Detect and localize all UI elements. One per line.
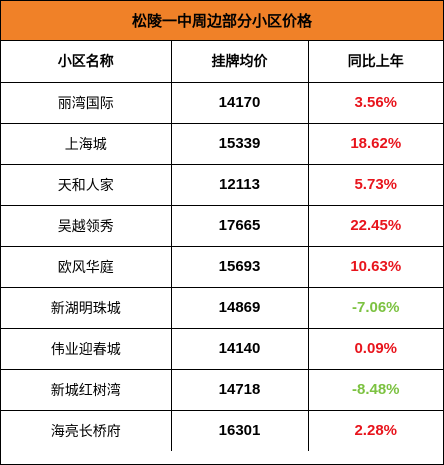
header-row: 小区名称 挂牌均价 同比上年: [1, 41, 443, 83]
table-row: 天和人家 12113 5.73%: [1, 164, 443, 206]
yoy-change-cell: 18.62%: [308, 123, 443, 165]
table-row: 吴越领秀 17665 22.45%: [1, 205, 443, 247]
yoy-change-cell: -7.06%: [308, 287, 443, 329]
listing-price-cell: 17665: [171, 205, 309, 247]
community-name-cell: 欧风华庭: [1, 246, 172, 288]
table-row: 欧风华庭 15693 10.63%: [1, 246, 443, 288]
community-name-cell: 天和人家: [1, 164, 172, 206]
listing-price-cell: 16301: [171, 410, 309, 451]
listing-price-cell: 14140: [171, 328, 309, 370]
table-row: 海亮长桥府 16301 2.28%: [1, 410, 443, 451]
header-year-over-year: 同比上年: [308, 41, 443, 83]
community-name-cell: 上海城: [1, 123, 172, 165]
community-name-cell: 新湖明珠城: [1, 287, 172, 329]
table-row: 新城红树湾 14718 -8.48%: [1, 369, 443, 411]
table-row: 丽湾国际 14170 3.56%: [1, 82, 443, 124]
header-listing-price: 挂牌均价: [171, 41, 309, 83]
yoy-change-cell: 3.56%: [308, 82, 443, 124]
community-name-cell: 吴越领秀: [1, 205, 172, 247]
community-name-cell: 海亮长桥府: [1, 410, 172, 451]
listing-price-cell: 15339: [171, 123, 309, 165]
yoy-change-cell: -8.48%: [308, 369, 443, 411]
table-row: 新湖明珠城 14869 -7.06%: [1, 287, 443, 329]
listing-price-cell: 15693: [171, 246, 309, 288]
yoy-change-cell: 2.28%: [354, 422, 398, 440]
listing-price-cell: 12113: [171, 164, 309, 206]
table-title: 松陵一中周边部分小区价格: [1, 1, 443, 41]
yoy-change-cell: 5.73%: [308, 164, 443, 206]
listing-price-cell: 14170: [171, 82, 309, 124]
price-table: 小区名称 挂牌均价 同比上年 丽湾国际 14170 3.56% 上海城 15339 18.…: [1, 41, 443, 451]
header-community-name: 小区名称: [1, 41, 172, 83]
community-name-cell: 伟业迎春城: [1, 328, 172, 370]
table-row: 上海城 15339 18.62%: [1, 123, 443, 165]
listing-price-cell: 14718: [171, 369, 309, 411]
listing-price-cell: 14869: [171, 287, 309, 329]
table-row: 伟业迎春城 14140 0.09%: [1, 328, 443, 370]
yoy-change-cell: 22.45%: [308, 205, 443, 247]
yoy-change-cell: 0.09%: [308, 328, 443, 370]
community-name-cell: 新城红树湾: [1, 369, 172, 411]
community-name-cell: 丽湾国际: [1, 82, 172, 124]
yoy-change-cell: 10.63%: [308, 246, 443, 288]
